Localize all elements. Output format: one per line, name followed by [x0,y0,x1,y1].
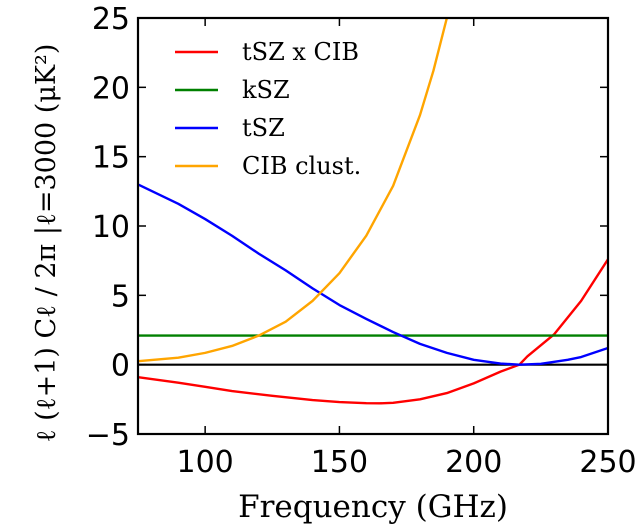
x-tick-label: 100 [177,445,234,480]
y-axis-label-text: ℓ (ℓ+1) Cℓ / 2π |ℓ=3000 (μK²) [31,44,62,443]
plot-frame [136,16,610,436]
y-axis-label: ℓ (ℓ+1) Cℓ / 2π |ℓ=3000 (μK²) [31,44,62,443]
x-tick-label: 200 [445,445,502,480]
y-tick-label: 10 [92,210,130,245]
x-tick-label: 250 [579,445,636,480]
legend-label-1: kSZ [242,76,290,104]
y-tick-label: 5 [111,279,130,314]
legend-label-2: tSZ [242,114,285,142]
legend: tSZ x CIB kSZ tSZ CIB clust. [175,38,361,180]
y-tick-label: 0 [111,349,130,384]
x-tick-label: 150 [311,445,368,480]
series-line-0 [138,258,608,405]
series-line-3 [138,18,449,363]
x-axis-label: Frequency (GHz) [238,489,508,525]
legend-label-0: tSZ x CIB [242,38,359,66]
series-group [138,18,608,405]
y-tick-label: 20 [92,71,130,106]
y-tick-label: −5 [86,418,130,453]
y-tick-label: 15 [92,141,130,176]
series-line-2 [138,183,608,366]
y-tick-label: 25 [92,2,130,37]
legend-label-3: CIB clust. [242,152,361,180]
